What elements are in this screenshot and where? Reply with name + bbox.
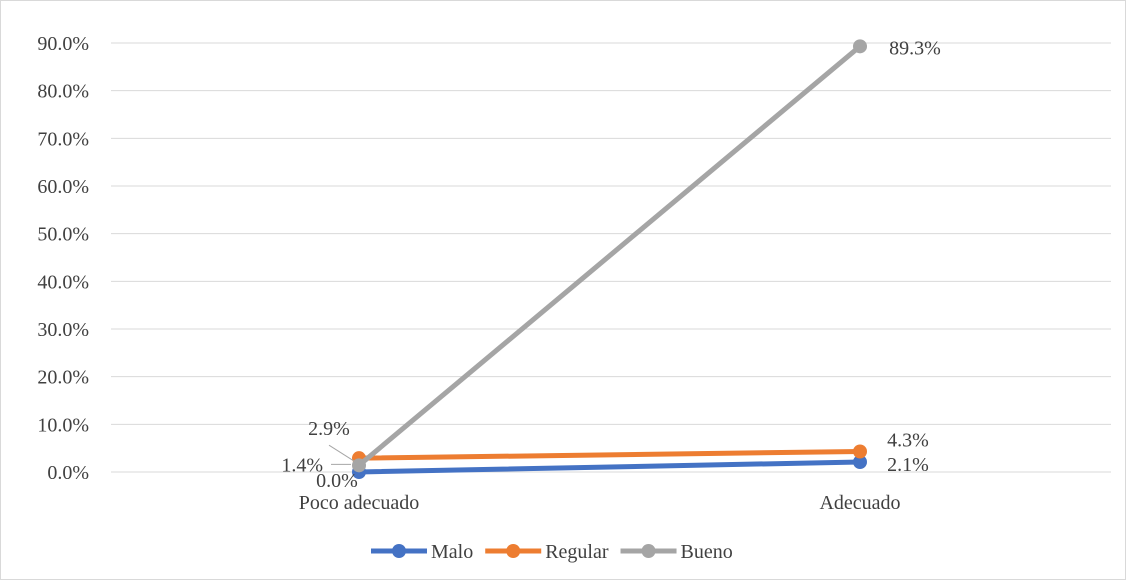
legend-marker [641,544,656,558]
data-label: 1.4% [281,454,323,476]
x-category-label: Poco adecuado [299,492,420,514]
data-point-malo [853,454,867,469]
series-line-malo [356,459,863,475]
legend: Malo Regular Bueno [371,541,733,563]
legend-item-regular: Regular [485,541,609,563]
y-tick-label: 80.0% [37,81,89,103]
series-line-bueno [356,43,863,468]
data-label: 2.9% [308,418,350,440]
data-point-bueno [853,39,867,54]
y-tick-label: 90.0% [37,33,89,55]
data-label: 2.1% [887,454,929,476]
y-tick-label: 30.0% [37,319,89,341]
y-tick-label: 10.0% [37,414,89,436]
gridlines [111,42,1111,473]
y-axis-tick-labels: 0.0% 10.0% 20.0% 30.0% 40.0% 50.0% 60.0% 70.0% 8… [37,33,89,484]
data-label: 89.3% [889,37,941,59]
data-label: 0.0% [316,470,358,492]
data-label: 4.3% [887,430,929,452]
y-tick-label: 60.0% [37,176,89,198]
y-tick-label: 40.0% [37,271,89,293]
series-lines [352,39,867,479]
legend-label: Malo [431,541,473,563]
y-tick-label: 20.0% [37,367,89,389]
legend-item-malo: Malo [371,541,473,563]
leader-line [328,444,357,463]
data-point-regular [853,444,867,459]
y-tick-label: 0.0% [47,462,89,484]
y-tick-label: 70.0% [37,128,89,150]
x-category-label: Adecuado [819,492,900,514]
label-leader-lines [328,444,357,465]
series-line-regular [356,449,863,461]
legend-marker [506,544,521,558]
data-labels: 0.0% 2.1% 2.9% 4.3% 1.4% 89.3% [281,37,941,492]
legend-item-bueno: Bueno [620,541,733,563]
legend-label: Bueno [681,541,733,563]
y-tick-label: 50.0% [37,224,89,246]
legend-marker [392,544,406,558]
legend-label: Regular [545,541,609,563]
x-axis-category-labels: Poco adecuado Adecuado [299,492,901,514]
